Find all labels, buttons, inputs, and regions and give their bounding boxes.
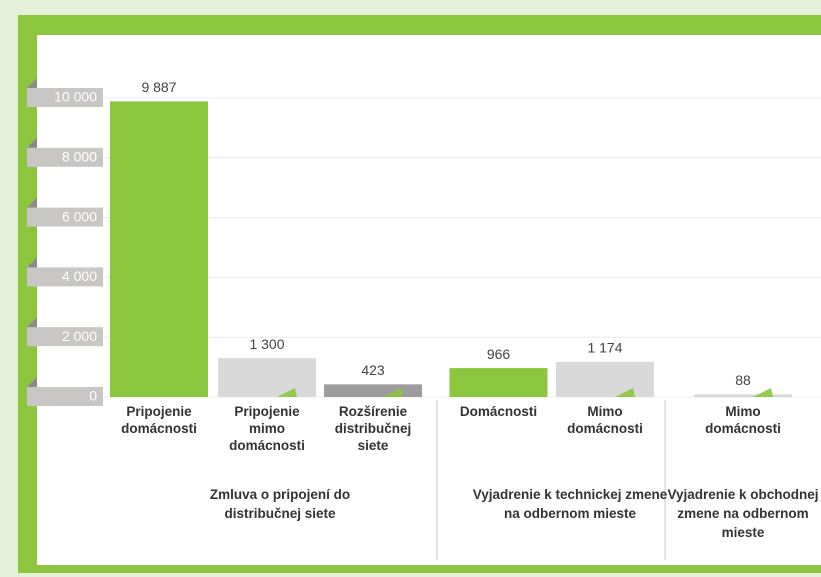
tick-tab [27,88,103,107]
y-tick-label: 6 000 [62,208,97,224]
group-label-box: Vyjadrenie k technickej zmene na odberno… [472,487,668,521]
bar-accent [615,388,635,397]
value-label: 88 [735,372,751,388]
bar [449,368,548,397]
group-label-box: Vyjadrenie k obchodnej zmene na odbernom… [667,487,819,540]
bar [218,358,316,397]
tick-tab [27,147,103,167]
value-label: 966 [487,346,511,362]
bar-accent [753,388,773,397]
bar [324,384,422,397]
x-tick-label-box: Pripojenie mimo domácnosti [229,404,305,453]
tick-tab-corner [27,257,37,268]
x-tick-label: Pripojenie mimo domácnosti [229,404,305,453]
value-label: 9 887 [141,79,176,95]
x-tick-label: Pripojenie domácnosti [121,404,197,436]
x-tick-label-box: Domácnosti [459,404,538,419]
tick-tab-corner [27,317,37,328]
group-label: Zmluva o pripojení do distribučnej siete [209,487,351,521]
tick-tab-corner [27,137,37,148]
tick-tab [27,207,103,227]
bar-accent [508,388,529,397]
x-tick-label: Mimo domácnosti [705,404,781,436]
x-tick-label: Mimo domácnosti [567,404,643,436]
y-tick-label: 2 000 [62,328,97,344]
group-label: Vyjadrenie k technickej zmene na odberno… [472,487,668,521]
value-label: 1 300 [249,336,284,352]
bar [556,361,654,397]
bar-accent [383,388,403,397]
x-tick-label: Domácnosti [459,404,538,419]
tick-tab-corner [27,78,37,88]
bar [694,394,792,397]
x-tick-label-box: Rozšírenie distribučnej siete [334,404,412,453]
x-tick-label-box: Pripojenie domácnosti [121,404,197,436]
tick-tab [27,327,103,347]
tick-tab [27,387,103,406]
x-tick-label-box: Mimo domácnosti [567,404,643,436]
group-label-box: Zmluva o pripojení do distribučnej siete [209,487,351,521]
value-label: 1 174 [587,340,622,356]
tick-tab-corner [27,377,37,387]
y-tick-label: 0 [89,388,97,404]
y-tick-label: 8 000 [62,149,97,165]
value-label: 423 [361,362,385,378]
x-tick-label: Rozšírenie distribučnej siete [334,404,412,453]
y-tick-label: 4 000 [62,268,97,284]
bar-accent [277,388,297,397]
tick-tab-corner [27,197,37,208]
tick-tab [27,267,103,287]
bar [110,101,208,398]
group-label: Vyjadrenie k obchodnej zmene na odbernom… [667,487,819,540]
x-tick-label-box: Mimo domácnosti [705,404,781,436]
y-tick-label: 10 000 [54,89,97,105]
bar-accent [169,388,189,397]
